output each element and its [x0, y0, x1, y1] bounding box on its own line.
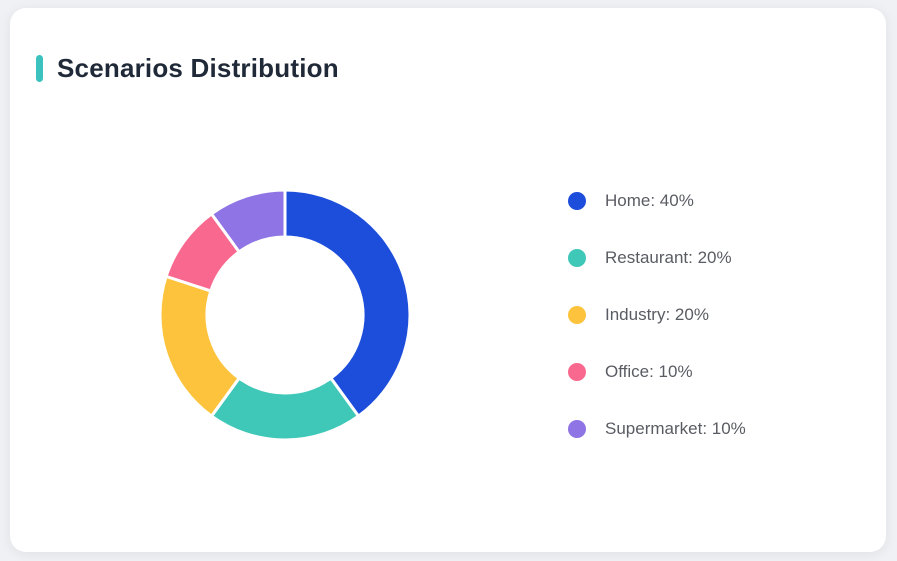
donut-chart [150, 180, 420, 450]
legend-label-office: Office: 10% [605, 362, 693, 381]
legend-item-industry[interactable]: Industry: 20% [568, 303, 746, 327]
legend-label-home: Home: 40% [605, 191, 694, 210]
scenarios-distribution-card: Scenarios Distribution Home: 40% Restaura… [10, 8, 886, 552]
legend-dot-restaurant [568, 249, 586, 267]
legend-dot-industry [568, 306, 586, 324]
legend-label-industry: Industry: 20% [605, 305, 709, 324]
legend-dot-office [568, 363, 586, 381]
legend-item-home[interactable]: Home: 40% [568, 189, 746, 213]
pie-segment-supermarket[interactable] [210, 188, 287, 254]
card-header: Scenarios Distribution [36, 53, 339, 83]
pie-segment-home[interactable] [283, 188, 412, 418]
legend-label-restaurant: Restaurant: 20% [605, 248, 732, 267]
pie-segment-industry[interactable] [158, 274, 241, 418]
legend-item-supermarket[interactable]: Supermarket: 10% [568, 417, 746, 441]
legend-dot-supermarket [568, 420, 586, 438]
title-accent-bar [36, 54, 43, 82]
card-title: Scenarios Distribution [57, 53, 339, 83]
chart-legend: Home: 40% Restaurant: 20% Industry: 20% Off… [568, 189, 746, 474]
legend-item-restaurant[interactable]: Restaurant: 20% [568, 246, 746, 270]
legend-label-supermarket: Supermarket: 10% [605, 419, 746, 438]
legend-dot-home [568, 192, 586, 210]
donut-chart-svg [158, 188, 412, 442]
legend-item-office[interactable]: Office: 10% [568, 360, 746, 384]
